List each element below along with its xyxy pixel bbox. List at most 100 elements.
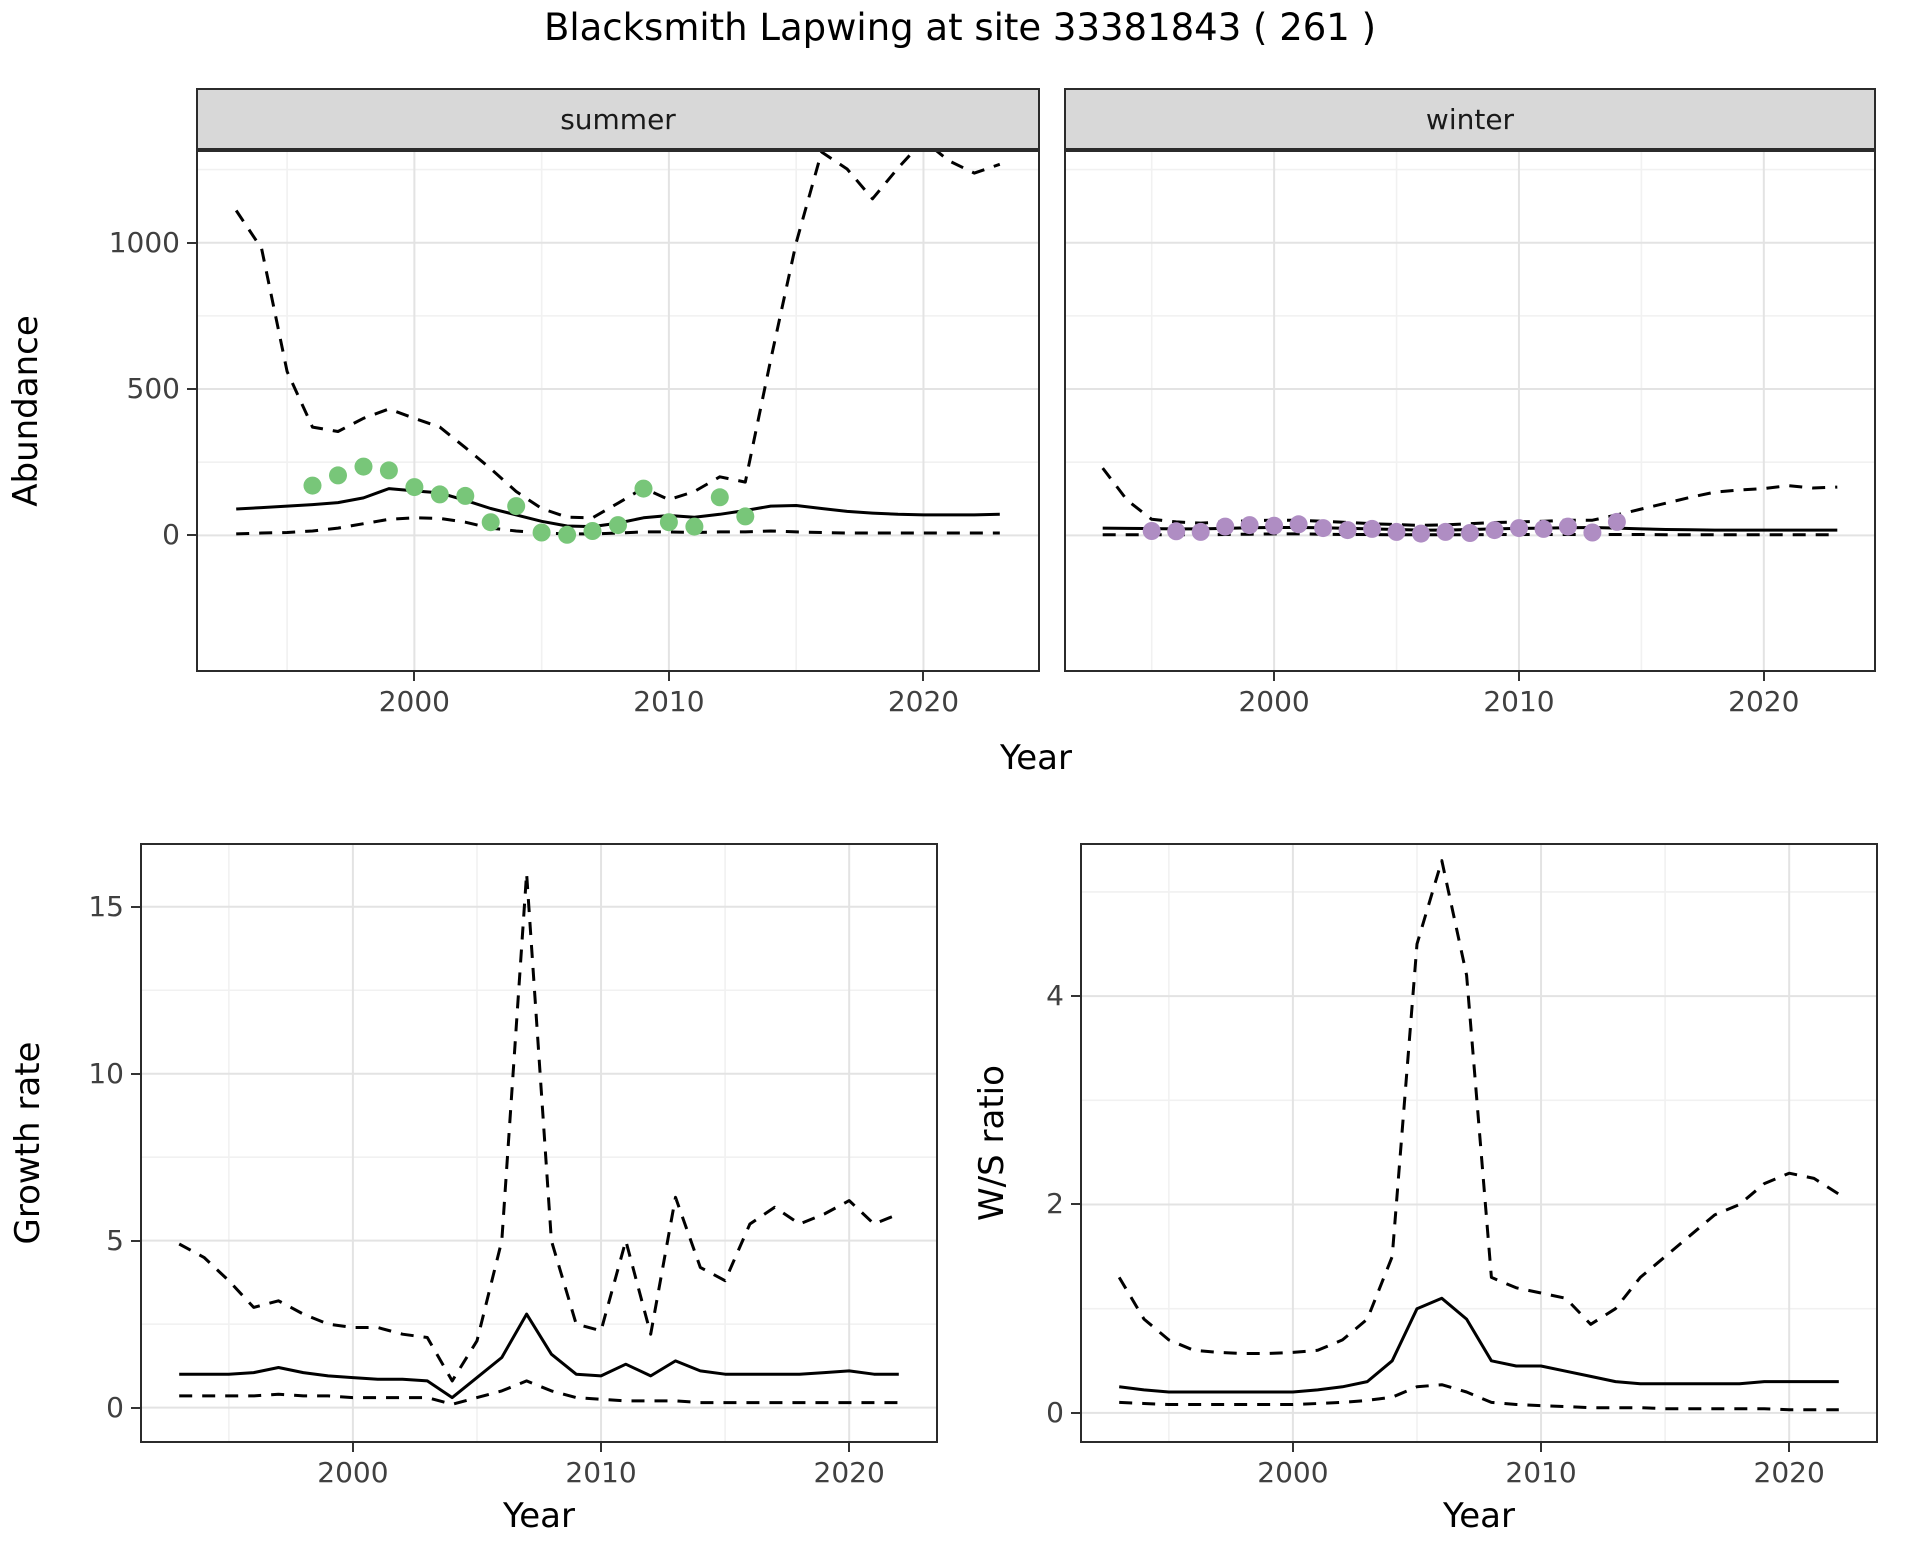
abundance-winter-observed_counts-point xyxy=(1265,516,1284,535)
y-tick-label: 0 xyxy=(106,1390,124,1424)
abundance-summer-observed_counts-point xyxy=(329,466,347,485)
facet-strip-winter-label: winter xyxy=(1425,102,1515,136)
x-tick-label: 2020 xyxy=(887,685,960,718)
abundance-summer-observed_counts-point xyxy=(405,478,424,497)
abundance-winter-observed_counts-point xyxy=(1461,524,1479,542)
x-tick-mark xyxy=(848,1443,851,1452)
growth-rate-panel xyxy=(140,843,938,1443)
y-tick-mark xyxy=(1071,1203,1080,1206)
abundance-summer-observed_counts-point xyxy=(354,457,373,476)
x-tick-label: 2000 xyxy=(1257,1456,1329,1489)
facet-strip-winter: winter xyxy=(1064,88,1876,150)
abundance-summer-observed_counts-point xyxy=(532,523,551,542)
abundance-summer-observed_counts-point xyxy=(303,476,322,495)
abundance-summer-observed_counts-point xyxy=(736,507,755,526)
abundance-winter-observed_counts-point xyxy=(1314,519,1333,538)
y-tick-label: 10 xyxy=(88,1056,124,1090)
abundance-winter-observed_counts-point xyxy=(1240,516,1259,535)
y-tick-mark xyxy=(131,1072,140,1075)
x-tick-mark xyxy=(667,672,670,681)
x-tick-label: 2000 xyxy=(1238,685,1310,718)
abundance-summer-upper_ci-line xyxy=(234,152,1001,520)
abundance-winter-observed_counts-point xyxy=(1216,517,1235,536)
abundance-winter-observed_counts-point xyxy=(1142,522,1161,540)
figure-title: Blacksmith Lapwing at site 33381843 ( 26… xyxy=(543,6,1377,49)
abundance-winter-observed_counts-point xyxy=(1510,519,1528,538)
facet-strip-summer: summer xyxy=(196,88,1040,150)
x-tick-label: 2000 xyxy=(317,1456,389,1489)
x-tick-label: 2020 xyxy=(1728,685,1800,718)
abundance-winter-observed_counts-point xyxy=(1534,519,1553,538)
ws-ratio-lower_ci-line xyxy=(1119,1383,1839,1412)
ws-ratio-x-axis-title: Year xyxy=(1443,1496,1515,1536)
x-tick-label: 2010 xyxy=(1505,1456,1577,1489)
x-tick-mark xyxy=(1788,1443,1791,1452)
y-tick-label: 15 xyxy=(88,889,124,923)
abundance-winter-observed_counts-point xyxy=(1558,517,1577,536)
abundance-summer-lower_ci-line xyxy=(236,516,1000,536)
y-tick-label: 500 xyxy=(126,372,180,406)
y-tick-label: 5 xyxy=(106,1223,124,1257)
growth-rate-x-axis-title: Year xyxy=(503,1496,575,1536)
abundance-summer-observed_counts-point xyxy=(481,513,500,532)
ws-ratio-upper_ci-line xyxy=(1117,859,1840,1355)
y-tick-mark xyxy=(1071,1411,1080,1414)
x-tick-label: 2010 xyxy=(1483,685,1555,718)
y-tick-label: 2 xyxy=(1046,1187,1064,1221)
y-tick-mark xyxy=(131,1406,140,1409)
abundance-x-axis-title: Year xyxy=(1000,738,1072,778)
abundance-summer-observed_counts-point xyxy=(685,517,704,536)
abundance-winter-upper_ci-line xyxy=(1101,467,1838,527)
x-tick-mark xyxy=(413,672,416,681)
abundance-summer-observed_counts-point xyxy=(456,486,475,505)
abundance-summer-observed_counts-point xyxy=(507,497,526,516)
growth-rate-lower_ci-line xyxy=(179,1379,899,1406)
facet-strip-summer-label: summer xyxy=(560,102,676,136)
y-tick-mark xyxy=(131,1239,140,1242)
abundance-summer-observed_counts-point xyxy=(558,525,577,544)
x-tick-label: 2000 xyxy=(378,685,450,718)
abundance-winter-observed_counts-point xyxy=(1338,521,1357,540)
abundance-summer-observed_counts-point xyxy=(430,485,449,504)
x-tick-mark xyxy=(1762,672,1765,681)
abundance-summer-observed_counts-point xyxy=(609,516,627,535)
abundance-summer-observed_counts-point xyxy=(379,461,398,480)
abundance-summer-observed_counts-point xyxy=(583,522,602,540)
x-tick-label: 2020 xyxy=(813,1456,885,1489)
abundance-summer-panel xyxy=(196,150,1040,672)
abundance-winter-observed_counts-point xyxy=(1436,522,1455,541)
abundance-winter-observed_counts-point xyxy=(1412,524,1430,543)
y-tick-label: 0 xyxy=(1046,1395,1064,1429)
ws-ratio-mean-line xyxy=(1119,1296,1839,1394)
x-tick-mark xyxy=(600,1443,603,1452)
x-tick-mark xyxy=(922,672,925,681)
x-tick-mark xyxy=(1540,1443,1543,1452)
abundance-winter-observed_counts-point xyxy=(1387,522,1406,541)
abundance-summer-observed_counts-point xyxy=(659,513,678,532)
y-tick-mark xyxy=(131,905,140,908)
x-tick-mark xyxy=(1273,672,1276,681)
y-tick-mark xyxy=(187,241,196,244)
abundance-summer-observed_counts-point xyxy=(634,479,653,498)
y-tick-label: 1000 xyxy=(108,225,180,259)
y-tick-label: 0 xyxy=(162,518,180,552)
growth-rate-upper_ci-line xyxy=(178,871,900,1383)
x-tick-label: 2010 xyxy=(565,1456,637,1489)
y-tick-mark xyxy=(187,534,196,537)
y-tick-label: 4 xyxy=(1046,979,1064,1013)
abundance-winter-observed_counts-point xyxy=(1191,522,1210,541)
abundance-summer-observed_counts-point xyxy=(710,488,729,507)
x-tick-mark xyxy=(351,1443,354,1452)
abundance-winter-observed_counts-point xyxy=(1289,515,1308,534)
abundance-winter-panel xyxy=(1064,150,1876,672)
abundance-winter-observed_counts-point xyxy=(1583,523,1602,542)
y-tick-mark xyxy=(1071,995,1080,998)
abundance-winter-observed_counts-point xyxy=(1607,512,1626,531)
x-tick-mark xyxy=(1291,1443,1294,1452)
ws-ratio-panel xyxy=(1080,843,1878,1443)
x-tick-label: 2020 xyxy=(1753,1456,1825,1489)
abundance-winter-observed_counts-point xyxy=(1485,521,1504,540)
growth-rate-mean-line xyxy=(179,1312,899,1400)
abundance-y-axis-title: Abundance xyxy=(6,315,46,507)
